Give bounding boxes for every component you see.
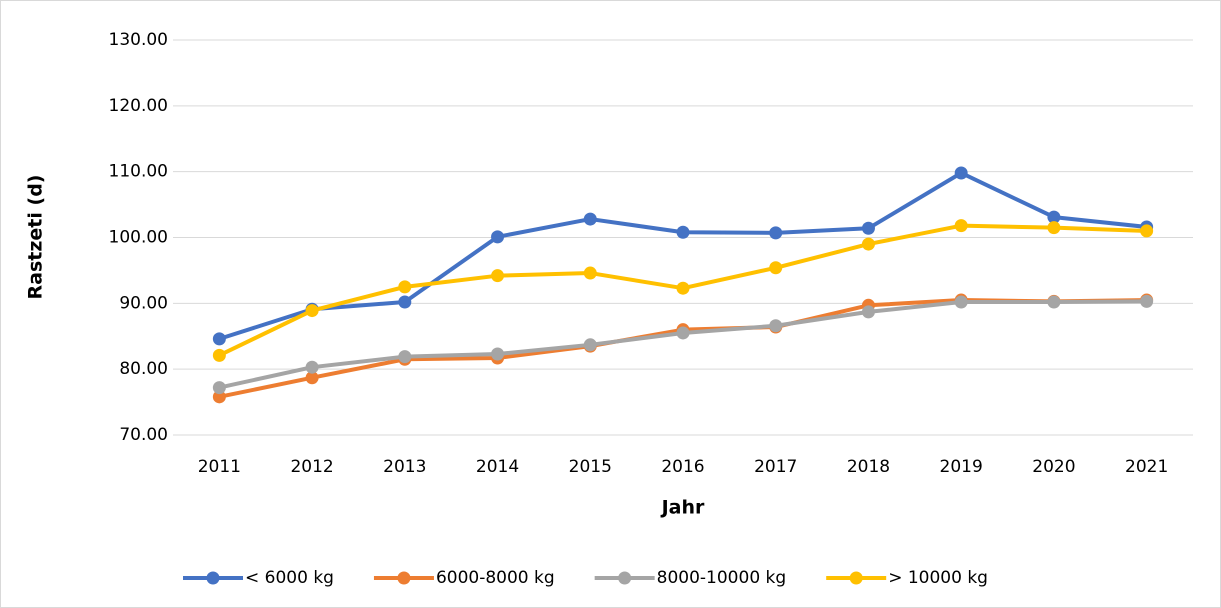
data-point [1140,294,1154,308]
data-point [212,348,226,362]
y-tick-label: 120.00 [109,96,168,116]
data-point [1047,295,1061,309]
y-tick-label: 100.00 [109,228,168,248]
data-point [212,381,226,395]
data-point [676,281,690,295]
data-point [954,219,968,233]
x-tick-label: 2016 [661,457,704,477]
x-tick-label: 2014 [476,457,519,477]
data-point [305,371,319,385]
data-point [1140,224,1154,238]
data-point [861,305,875,319]
data-point [676,225,690,239]
legend-label: < 6000 kg [245,568,334,588]
x-tick-label: 2011 [198,457,241,477]
x-tick-label: 2013 [383,457,426,477]
x-tick-label: 2021 [1125,457,1168,477]
data-point [491,269,505,283]
x-tick-label: 2020 [1032,457,1075,477]
data-point [1047,221,1061,235]
legend-marker [849,571,863,585]
x-axis-label: Jahr [660,497,705,519]
data-point [861,221,875,235]
x-tick-label: 2017 [754,457,797,477]
x-tick-label: 2019 [940,457,983,477]
data-point [1047,210,1061,224]
legend-marker [397,571,411,585]
legend-marker [618,571,632,585]
data-point [769,319,783,333]
legend-label: > 10000 kg [888,568,988,588]
data-point [583,212,597,226]
legend-label: 6000-8000 kg [436,568,555,588]
data-point [398,280,412,294]
data-point [954,166,968,180]
y-axis-label: Rastzeti (d) [25,175,47,300]
data-point [305,360,319,374]
y-tick-label: 130.00 [109,30,168,50]
x-tick-label: 2012 [290,457,333,477]
data-point [954,295,968,309]
y-tick-label: 70.00 [119,425,168,445]
data-point [398,350,412,364]
data-point [676,326,690,340]
legend-marker [206,571,220,585]
data-point [769,226,783,240]
legend-label: 8000-10000 kg [657,568,787,588]
data-point [583,338,597,352]
data-point [398,295,412,309]
data-point [491,347,505,361]
y-tick-label: 80.00 [119,359,168,379]
data-point [769,261,783,275]
data-point [583,266,597,280]
data-point [861,237,875,251]
data-point [305,304,319,318]
x-tick-label: 2018 [847,457,890,477]
y-tick-label: 90.00 [119,293,168,313]
x-tick-label: 2015 [569,457,612,477]
data-point [212,390,226,404]
data-point [212,332,226,346]
data-point [491,230,505,244]
y-tick-label: 110.00 [109,162,168,182]
